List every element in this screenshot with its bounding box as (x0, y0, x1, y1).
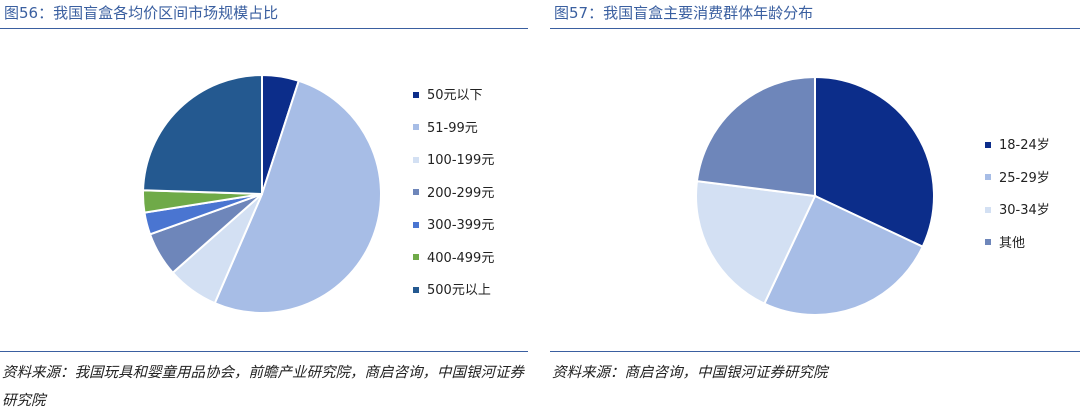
figure-56-title: 图56：我国盲盒各均价区间市场规模占比 (4, 4, 279, 22)
pie-slice-1-2-30-34 (695, 179, 817, 306)
figure-57-pie-chart (695, 75, 935, 316)
legend-item-1-1: 25-29岁 (985, 167, 1050, 186)
legend-item-1-3: 其他 (985, 232, 1025, 251)
pie-slice-1-0-18-24 (814, 75, 935, 249)
legend-label-1-3: 其他 (999, 235, 1026, 251)
legend-item-0-1: 51-99元 (413, 117, 478, 136)
legend-label-0-3: 200-299元 (427, 185, 495, 201)
figure-56-source-rule (0, 351, 528, 352)
legend-label-1-2: 30-34岁 (999, 203, 1050, 218)
figure-57-source-note: 资料来源：商启咨询，中国银河证券研究院 (552, 365, 828, 381)
figure-57-panel: 图57：我国盲盒主要消费群体年龄分布 18-24岁 25-29岁 30-34岁 其他 … (550, 0, 1080, 413)
pie-slice-1-3-item (695, 75, 816, 198)
legend-item-0-4: 300-399元 (413, 214, 494, 233)
legend-item-0-5: 400-499元 (413, 247, 494, 266)
legend-swatch-1-2 (985, 206, 991, 213)
legend-label-0-1: 51-99元 (427, 120, 478, 136)
legend-label-0-5: 400-499元 (427, 250, 495, 266)
figure-56-panel: 图56：我国盲盒各均价区间市场规模占比 50元以下 51-99元 100-199元 2… (0, 0, 528, 413)
figure-57-source-rule (550, 351, 1080, 352)
legend-label-1-1: 25-29岁 (999, 170, 1050, 186)
legend-item-0-6: 500元以上 (413, 279, 491, 298)
legend-item-0-2: 100-199元 (413, 149, 494, 168)
legend-item-1-0: 18-24岁 (985, 134, 1050, 153)
legend-label-0-2: 100-199元 (427, 153, 495, 168)
figure-56-title-rule (0, 28, 528, 29)
legend-swatch-1-1 (985, 174, 991, 180)
legend-item-1-2: 30-34岁 (985, 199, 1050, 218)
legend-item-0-3: 200-299元 (413, 182, 494, 201)
legend-swatch-0-0 (413, 91, 419, 98)
legend-swatch-0-5 (413, 254, 419, 260)
figure-57-title-rule (550, 28, 1080, 29)
legend-swatch-0-3 (413, 189, 419, 195)
figure-56-pie-chart (142, 73, 382, 314)
legend-swatch-1-0 (985, 141, 991, 148)
pie-slice-1-1-25-29 (762, 194, 925, 316)
legend-label-0-4: 300-399元 (427, 218, 495, 233)
legend-label-0-0: 50元以下 (427, 88, 483, 103)
pie-slice-0-6-500 (142, 73, 263, 196)
figure-57-title: 图57：我国盲盒主要消费群体年龄分布 (554, 4, 814, 22)
legend-label-0-6: 500元以上 (427, 283, 491, 298)
legend-swatch-0-2 (413, 156, 419, 163)
pie-slice-0-1-51-99 (213, 79, 382, 314)
legend-label-1-0: 18-24岁 (999, 138, 1050, 153)
legend-swatch-0-4 (413, 221, 419, 228)
legend-swatch-1-3 (985, 239, 991, 245)
legend-swatch-0-1 (413, 124, 419, 130)
figure-56-source-note: 资料来源：我国玩具和婴童用品协会，前瞻产业研究院，商启咨询，中国银河证券研究院 (2, 365, 524, 409)
legend-swatch-0-6 (413, 286, 419, 293)
legend-item-0-0: 50元以下 (413, 84, 483, 103)
